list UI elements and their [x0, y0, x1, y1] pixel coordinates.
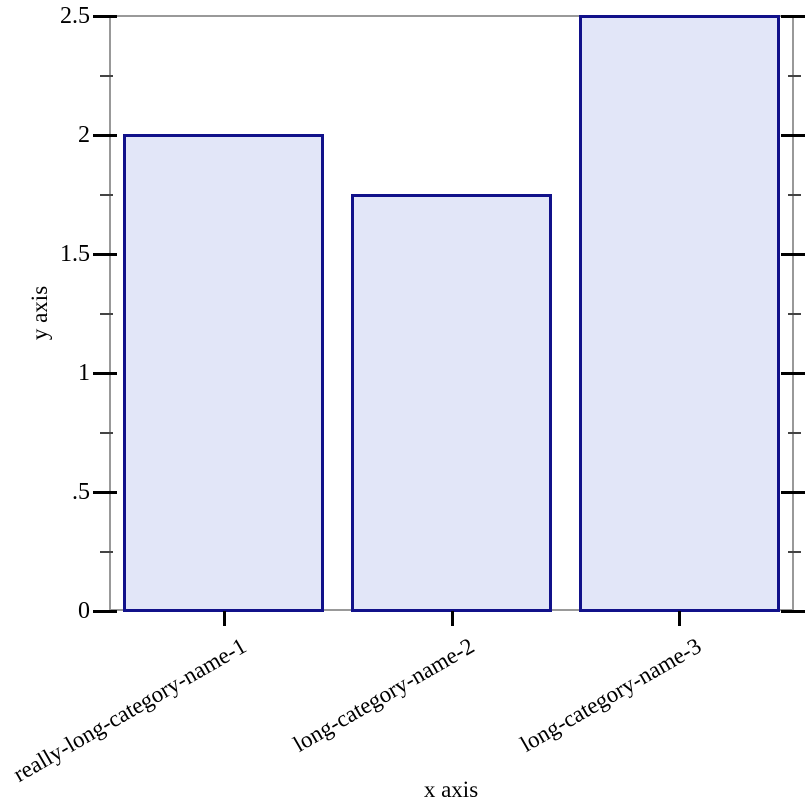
y-major-tick-right — [781, 610, 805, 613]
x-category-tick — [451, 611, 454, 626]
y-major-tick-left — [93, 372, 117, 375]
y-major-tick-right — [781, 15, 805, 18]
y-major-tick-right — [781, 491, 805, 494]
y-tick-label: 1.5 — [60, 241, 90, 267]
y-minor-tick-right — [788, 313, 801, 315]
y-minor-tick-left — [100, 551, 113, 553]
y-minor-tick-right — [788, 194, 801, 196]
y-minor-tick-left — [100, 313, 113, 315]
y-minor-tick-right — [788, 75, 801, 77]
y-major-tick-right — [781, 134, 805, 137]
y-axis-label: y axis — [27, 285, 52, 341]
bar — [351, 194, 552, 612]
y-tick-label: 1 — [78, 360, 90, 386]
x-category-label: long-category-name-2 — [289, 633, 479, 757]
y-minor-tick-right — [788, 551, 801, 553]
x-category-label: really-long-category-name-1 — [9, 633, 251, 787]
y-major-tick-left — [93, 491, 117, 494]
y-major-tick-left — [93, 134, 117, 137]
y-major-tick-left — [93, 253, 117, 256]
y-minor-tick-left — [100, 75, 113, 77]
x-category-label: long-category-name-3 — [516, 633, 706, 757]
y-tick-label: .5 — [72, 479, 90, 505]
bar — [123, 134, 324, 612]
x-category-tick — [678, 611, 681, 626]
x-axis-label: x axis — [423, 777, 479, 802]
y-minor-tick-right — [788, 432, 801, 434]
y-tick-label: 0 — [78, 598, 90, 624]
plot-frame-top — [109, 15, 794, 17]
y-tick-label: 2.5 — [60, 3, 90, 29]
y-major-tick-right — [781, 253, 805, 256]
y-major-tick-left — [93, 15, 117, 18]
y-minor-tick-left — [100, 432, 113, 434]
y-tick-label: 2 — [78, 122, 90, 148]
x-category-tick — [223, 611, 226, 626]
y-minor-tick-left — [100, 194, 113, 196]
y-major-tick-right — [781, 372, 805, 375]
y-major-tick-left — [93, 610, 117, 613]
bar — [579, 15, 780, 612]
